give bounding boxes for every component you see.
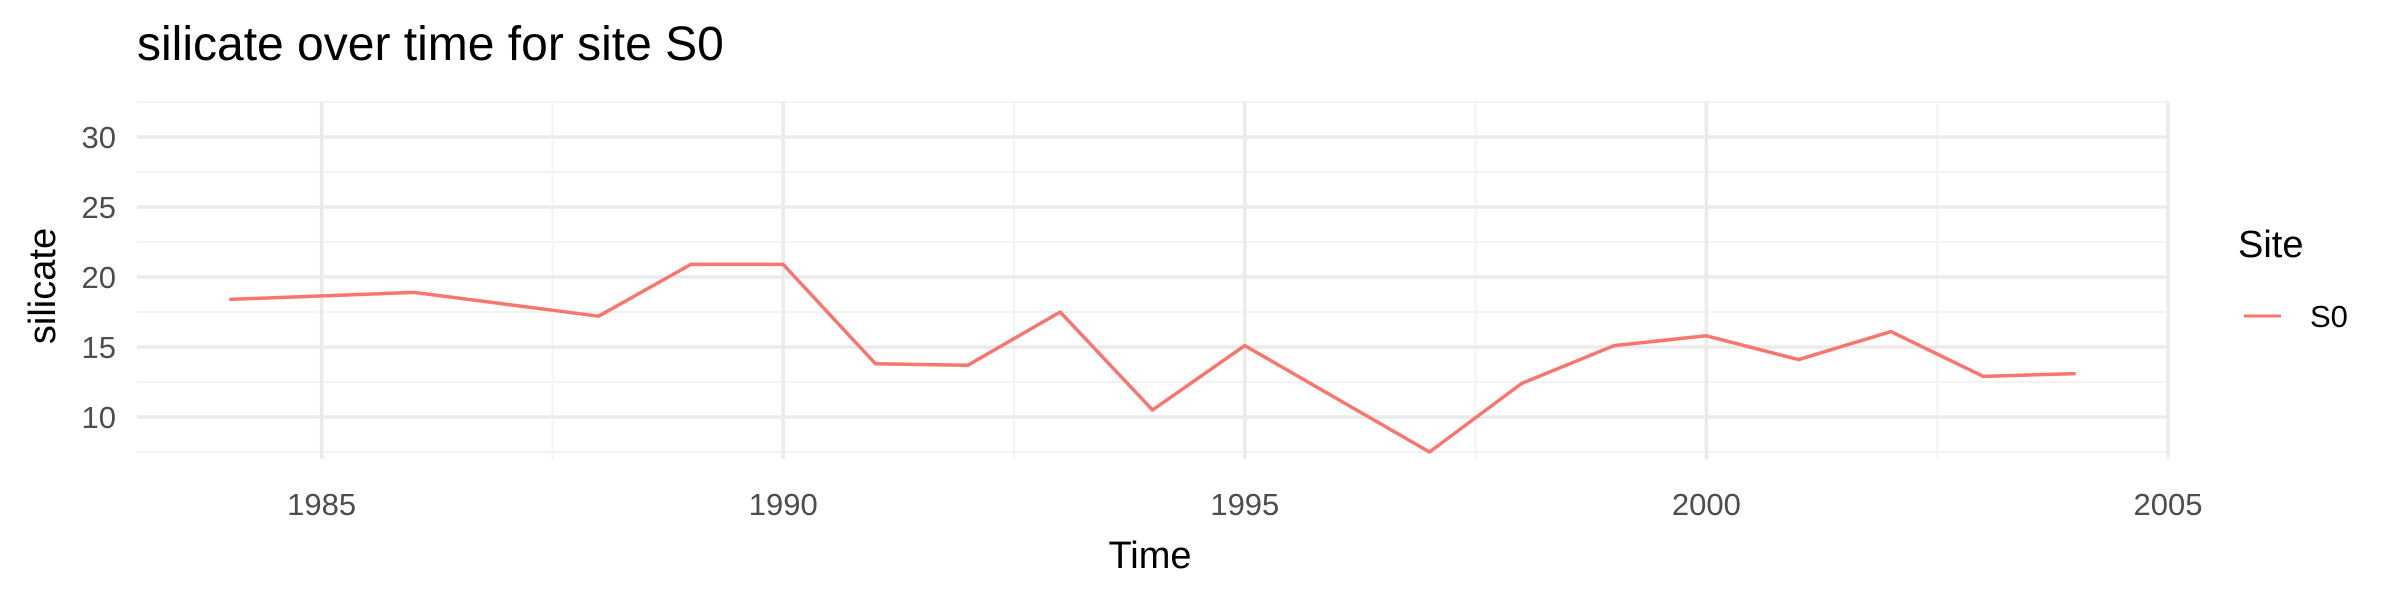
y-tick-label: 25 — [82, 190, 116, 225]
x-tick-label: 1985 — [287, 487, 356, 522]
legend-label-s0: S0 — [2310, 299, 2348, 334]
legend: Site S0 — [2238, 224, 2348, 334]
grid — [137, 101, 2170, 459]
x-axis-ticks: 1985 1990 1995 2000 2005 — [287, 487, 2202, 522]
x-tick-label: 1990 — [749, 487, 818, 522]
series-line-s0 — [229, 262, 2076, 454]
x-axis-title: Time — [1108, 535, 1191, 577]
y-tick-label: 30 — [82, 120, 116, 155]
y-axis-title: silicate — [22, 228, 64, 344]
legend-title: Site — [2238, 224, 2303, 266]
x-tick-label: 2000 — [1672, 487, 1741, 522]
series-layer — [229, 262, 2076, 454]
chart-title: silicate over time for site S0 — [137, 18, 724, 71]
x-tick-label: 2005 — [2134, 487, 2203, 522]
x-tick-label: 1995 — [1210, 487, 1279, 522]
y-tick-label: 10 — [82, 400, 116, 435]
y-axis-ticks: 10 15 20 25 30 — [82, 120, 116, 435]
y-tick-label: 15 — [82, 330, 116, 365]
y-tick-label: 20 — [82, 260, 116, 295]
